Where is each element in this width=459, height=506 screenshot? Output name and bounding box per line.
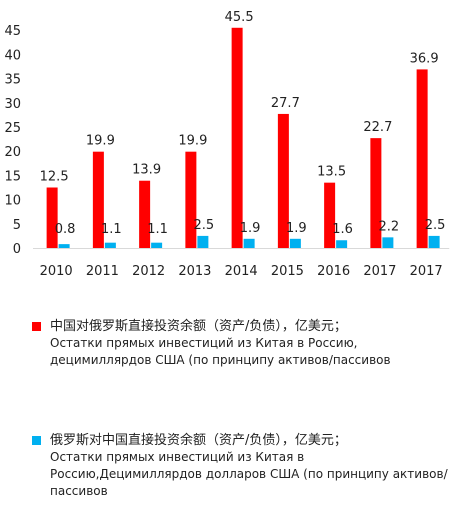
- bar-russia-to-china: [382, 237, 394, 248]
- data-label-china-to-russia: 12.5: [40, 170, 69, 185]
- legend-item-russia-to-china: 俄罗斯对中国直接投资余额（资产/负债），亿美元； Остатки прямых …: [32, 432, 452, 500]
- data-label-russia-to-china: 1.1: [101, 222, 122, 237]
- data-label-russia-to-china: 1.6: [332, 222, 353, 237]
- legend-swatch-blue: [32, 436, 41, 445]
- bar-china-to-russia: [139, 180, 151, 248]
- bar-china-to-russia: [277, 113, 289, 248]
- y-tick-label: 20: [4, 145, 21, 160]
- bar-china-to-russia: [46, 187, 58, 248]
- bar-russia-to-china: [428, 235, 440, 248]
- y-tick-label: 10: [4, 194, 21, 209]
- y-axis: 0 5 10 15 20 25 30 35 40 45: [4, 24, 21, 257]
- data-label-russia-to-china: 2.5: [194, 218, 215, 233]
- data-label-china-to-russia: 36.9: [410, 51, 439, 66]
- bar-chart: 0 5 10 15 20 25 30 35 40 45 12.5 0.8 19.9 1.1 13.9 1.1…: [4, 10, 450, 279]
- data-label-china-to-russia: 19.9: [178, 134, 207, 149]
- data-label-china-to-russia: 45.5: [225, 10, 254, 25]
- data-label-russia-to-china: 2.2: [379, 219, 400, 234]
- y-tick-label: 5: [13, 218, 21, 233]
- legend-label-russian: Остатки прямых инвестиций из Китая в Рос…: [50, 450, 448, 498]
- bar-russia-to-china: [243, 238, 255, 248]
- y-tick-label: 25: [4, 121, 21, 136]
- bar-china-to-russia: [92, 151, 104, 248]
- bar-russia-to-china: [197, 235, 209, 248]
- data-label-russia-to-china: 1.9: [286, 221, 307, 236]
- legend-label-chinese: 中国对俄罗斯直接投资余额（资产/负债），亿美元；: [50, 319, 347, 334]
- x-tick-label: 2016: [317, 264, 350, 279]
- x-tick-label: 2012: [132, 264, 165, 279]
- bar-russia-to-china: [151, 242, 163, 248]
- data-label-china-to-russia: 19.9: [86, 134, 115, 149]
- y-tick-label: 30: [4, 97, 21, 112]
- x-tick-label: 2015: [271, 264, 304, 279]
- x-tick-label: 2013: [178, 264, 211, 279]
- y-tick-label: 45: [4, 24, 21, 39]
- data-label-russia-to-china: 0.8: [55, 222, 76, 237]
- y-tick-label: 35: [4, 73, 21, 88]
- data-label-russia-to-china: 2.5: [425, 218, 446, 233]
- legend-label-russian: Остатки прямых инвестиций из Китая в Рос…: [50, 336, 391, 367]
- data-label-china-to-russia: 13.5: [317, 165, 346, 180]
- legend-item-china-to-russia: 中国对俄罗斯直接投资余额（资产/负债），亿美元； Остатки прямых …: [32, 318, 452, 369]
- bar-russia-to-china: [104, 242, 116, 248]
- data-label-china-to-russia: 22.7: [363, 120, 392, 135]
- x-tick-label: 2010: [40, 264, 73, 279]
- bar-russia-to-china: [336, 240, 348, 248]
- data-label-china-to-russia: 13.9: [132, 163, 161, 178]
- x-tick-label: 2017: [363, 264, 396, 279]
- x-axis: 2010 2011 2012 2013 2014 2015 2016 2017 2017: [33, 248, 450, 279]
- legend-label-chinese: 俄罗斯对中国直接投资余额（资产/负债），亿美元；: [50, 433, 347, 448]
- bar-russia-to-china: [289, 238, 301, 248]
- y-tick-label: 40: [4, 48, 21, 63]
- data-label-china-to-russia: 27.7: [271, 96, 300, 111]
- x-tick-label: 2014: [225, 264, 258, 279]
- bar-china-to-russia: [324, 182, 336, 248]
- data-label-russia-to-china: 1.1: [147, 222, 168, 237]
- bar-china-to-russia: [231, 27, 243, 249]
- legend-label: 中国对俄罗斯直接投资余额（资产/负债），亿美元； Остатки прямых …: [50, 318, 452, 369]
- bar-russia-to-china: [58, 244, 70, 248]
- y-tick-label: 15: [4, 169, 21, 184]
- x-tick-label: 2011: [86, 264, 119, 279]
- y-tick-label: 0: [13, 242, 21, 257]
- x-tick-label: 2017: [410, 264, 443, 279]
- legend-swatch-red: [32, 322, 41, 331]
- data-label-russia-to-china: 1.9: [240, 221, 261, 236]
- bars: 12.5 0.8 19.9 1.1 13.9 1.1 19.9 2.5 45.5 1.9 27.7 1…: [40, 10, 446, 249]
- bar-china-to-russia: [370, 138, 382, 248]
- legend-label: 俄罗斯对中国直接投资余额（资产/负债），亿美元； Остатки прямых …: [50, 432, 452, 500]
- bar-china-to-russia: [185, 151, 197, 248]
- bar-china-to-russia: [416, 69, 428, 249]
